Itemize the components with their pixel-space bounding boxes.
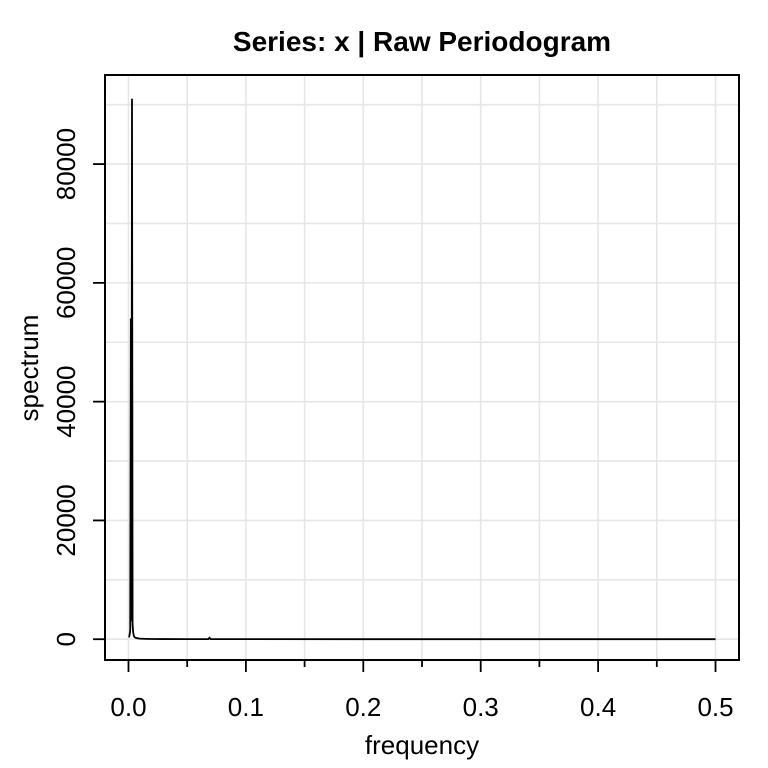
x-tick-label: 0.2 bbox=[345, 692, 381, 722]
x-tick-label: 0.5 bbox=[697, 692, 733, 722]
series-layer bbox=[128, 98, 716, 641]
y-tick-label: 60000 bbox=[51, 247, 81, 319]
y-tick-label: 80000 bbox=[51, 128, 81, 200]
y-axis-label: spectrum bbox=[14, 315, 44, 422]
spectrum-line bbox=[128, 98, 716, 641]
x-tick-label: 0.0 bbox=[110, 692, 146, 722]
chart-title: Series: x | Raw Periodogram bbox=[233, 26, 611, 57]
grid bbox=[105, 75, 739, 660]
x-axis: 0.0 0.1 0.2 0.3 0.4 0.5 bbox=[110, 660, 734, 722]
x-tick-label: 0.1 bbox=[228, 692, 264, 722]
y-tick-label: 40000 bbox=[51, 365, 81, 437]
x-tick-label: 0.3 bbox=[463, 692, 499, 722]
x-axis-label: frequency bbox=[365, 730, 479, 760]
y-tick-label: 0 bbox=[51, 632, 81, 646]
y-axis: 0 20000 40000 60000 80000 bbox=[51, 128, 105, 646]
y-tick-label: 20000 bbox=[51, 484, 81, 556]
x-tick-label: 0.4 bbox=[580, 692, 616, 722]
